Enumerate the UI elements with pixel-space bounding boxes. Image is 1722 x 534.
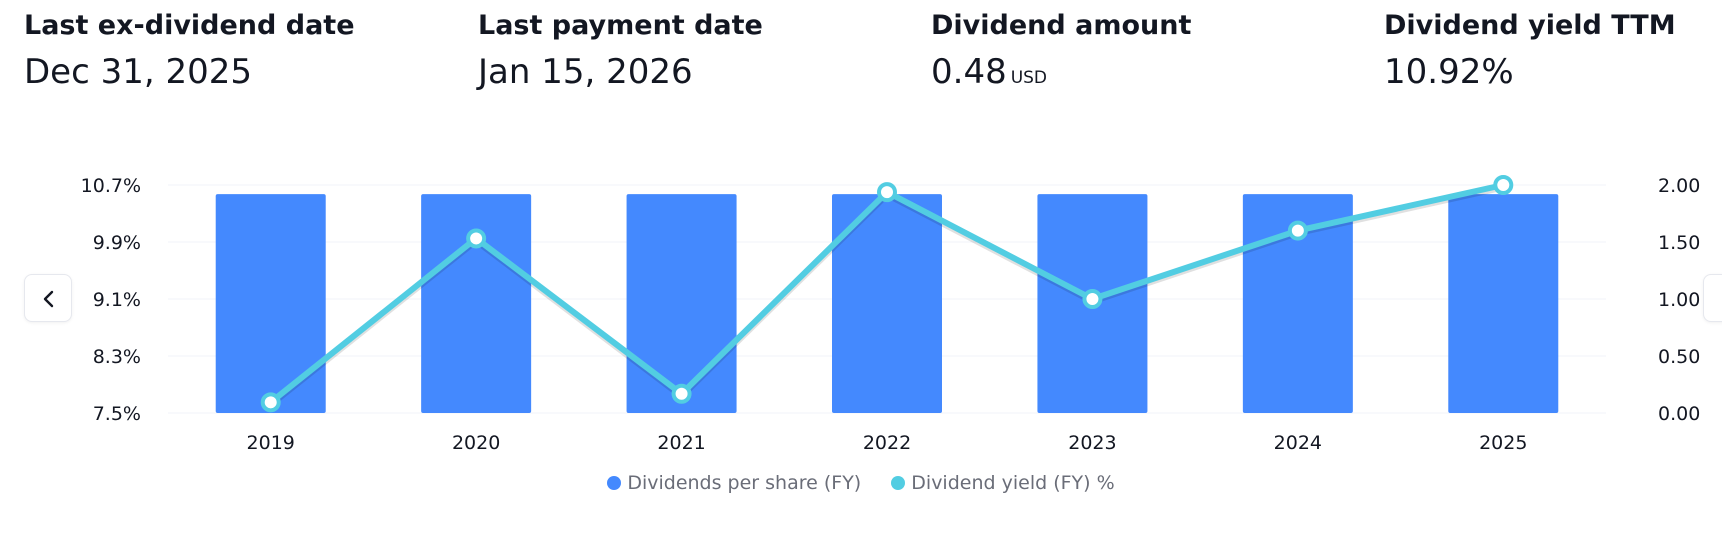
stat-unit: USD	[1010, 68, 1048, 88]
yield-point	[1493, 175, 1514, 195]
stat-value-number: Jan 15, 2026	[478, 52, 693, 92]
legend-dot	[891, 476, 906, 490]
yield-point	[1082, 289, 1103, 309]
dividend-bar	[832, 194, 942, 413]
right-axis-tick-label: 1.00	[1658, 289, 1700, 311]
x-axis-tick-label: 2021	[657, 432, 705, 454]
left-axis-tick-label: 9.1%	[93, 289, 141, 311]
dividend-bar	[215, 194, 326, 413]
left-axis-tick-label: 8.3%	[93, 346, 141, 368]
left-axis-tick-label: 10.7%	[81, 175, 141, 197]
legend-item-dividends[interactable]: Dividends per share (FY)	[607, 472, 861, 494]
stat-ex-dividend-date: Last ex-dividend date Dec 31, 2025	[24, 6, 355, 96]
stat-value: 0.48 USD	[931, 48, 1191, 102]
dividend-bar	[626, 194, 737, 413]
legend-dot	[607, 476, 622, 490]
left-axis-tick-label: 9.9%	[93, 232, 141, 254]
bars	[215, 194, 1559, 413]
stat-label: Dividend amount	[931, 10, 1192, 41]
stat-label: Last payment date	[478, 10, 763, 41]
legend-item-yield[interactable]: Dividend yield (FY) %	[891, 472, 1115, 494]
stat-value-number: Dec 31, 2025	[24, 52, 253, 92]
right-axis-tick-label: 0.00	[1658, 403, 1700, 425]
dividend-bar	[421, 194, 532, 413]
x-axis-tick-label: 2020	[452, 432, 500, 454]
left-axis-tick-label: 7.5%	[93, 403, 141, 425]
stat-label: Dividend yield TTM	[1384, 10, 1676, 41]
right-axis-tick-label: 1.50	[1658, 232, 1700, 254]
chart-legend: Dividends per share (FY) Dividend yield …	[0, 472, 1722, 494]
stat-value: Jan 15, 2026	[478, 48, 763, 96]
stat-payment-date: Last payment date Jan 15, 2026	[478, 6, 763, 96]
x-axis-tick-label: 2019	[247, 432, 295, 454]
stat-value: 10.92%	[1384, 48, 1676, 96]
yield-point	[877, 182, 897, 203]
next-button[interactable]	[1703, 274, 1722, 322]
stat-value-number: 10.92%	[1384, 52, 1514, 92]
dividend-bar	[1242, 194, 1353, 413]
x-axis-tick-label: 2023	[1068, 432, 1116, 454]
yield-point	[466, 228, 487, 249]
stat-dividend-amount: Dividend amount 0.48 USD	[931, 6, 1191, 102]
right-axis-tick-label: 0.50	[1658, 346, 1700, 368]
chevron-left-icon	[43, 290, 54, 308]
axis-labels: 10.7% 2.00 9.9% 1.50 9.1% 1.00 8.3% 0.50 7.5% 0.0…	[81, 175, 1701, 454]
legend-label: Dividends per share (FY)	[627, 472, 862, 494]
stat-value-number: 0.48	[931, 52, 1007, 92]
yield-point	[671, 383, 692, 404]
x-axis-tick-label: 2024	[1274, 432, 1322, 454]
stat-dividend-yield-ttm: Dividend yield TTM 10.92%	[1384, 6, 1676, 96]
right-axis-tick-label: 2.00	[1658, 175, 1700, 197]
x-axis-tick-label: 2022	[863, 432, 911, 454]
x-axis-tick-label: 2025	[1479, 432, 1527, 454]
dividend-bar	[1448, 194, 1559, 413]
previous-button[interactable]	[24, 274, 72, 322]
stat-value: Dec 31, 2025	[24, 48, 355, 96]
yield-point	[260, 392, 281, 413]
yield-point	[1287, 220, 1308, 241]
legend-label: Dividend yield (FY) %	[911, 472, 1115, 494]
stat-label: Last ex-dividend date	[24, 10, 355, 41]
yield-points	[260, 175, 1514, 413]
